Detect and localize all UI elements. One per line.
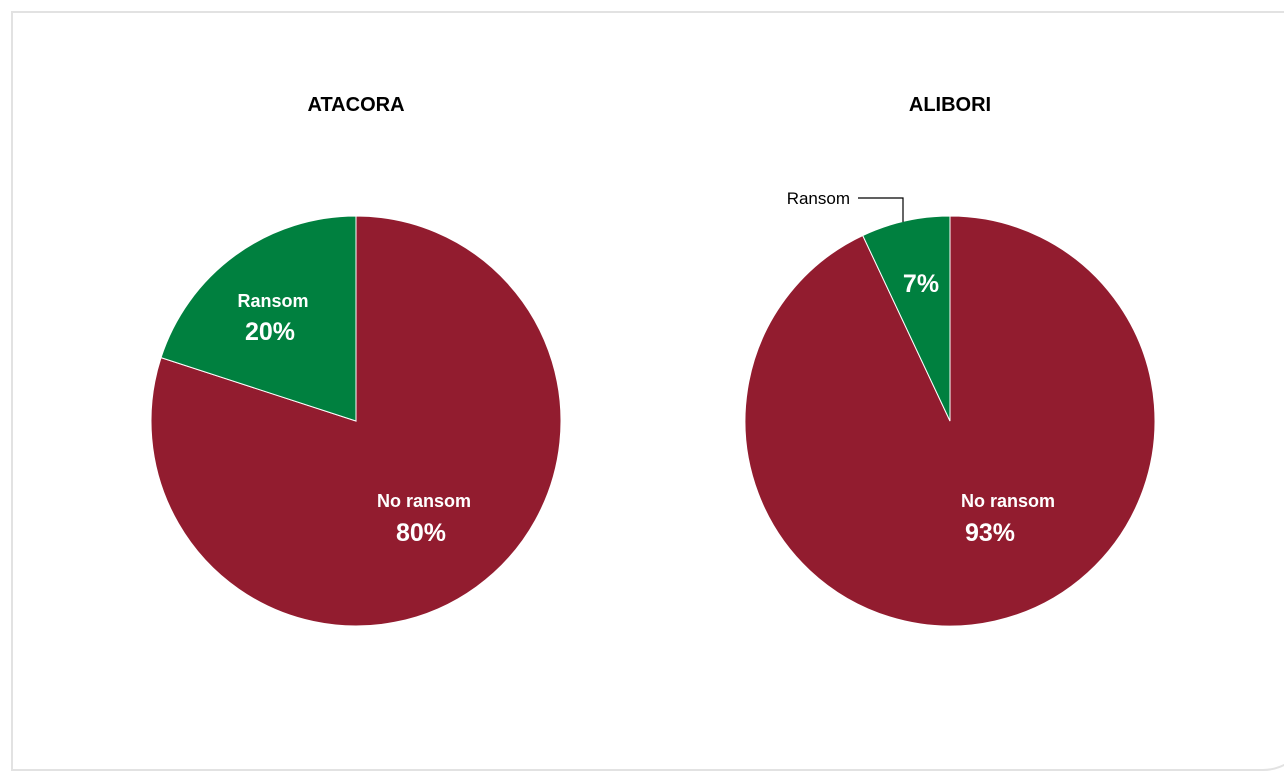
outside-label-alibori-ransom: Ransom xyxy=(787,189,850,208)
slice-label-atacora-no-ransom: No ransom xyxy=(377,491,471,511)
chart-title-atacora: ATACORA xyxy=(307,94,404,116)
slice-value-atacora-no-ransom: 80% xyxy=(396,519,446,547)
slice-value-alibori-no-ransom: 93% xyxy=(965,519,1015,547)
pie-chart-alibori: ALIBORI 7% No ransom 93% Ransom xyxy=(744,94,1156,627)
pie-slice-atacora-ransom xyxy=(160,215,357,422)
leader-line-alibori-ransom xyxy=(858,197,904,222)
slice-label-atacora-ransom: Ransom xyxy=(237,291,308,311)
pie-slice-alibori-ransom xyxy=(862,215,951,422)
slice-value-alibori-ransom: 7% xyxy=(903,270,939,298)
slice-label-alibori-no-ransom: No ransom xyxy=(961,491,1055,511)
pie-charts: ATACORA Ransom 20% No ransom 80% ALIBORI… xyxy=(150,94,1156,627)
chart-title-alibori: ALIBORI xyxy=(909,94,991,116)
slice-value-atacora-ransom: 20% xyxy=(245,318,295,346)
pie-chart-atacora: ATACORA Ransom 20% No ransom 80% xyxy=(150,94,562,627)
